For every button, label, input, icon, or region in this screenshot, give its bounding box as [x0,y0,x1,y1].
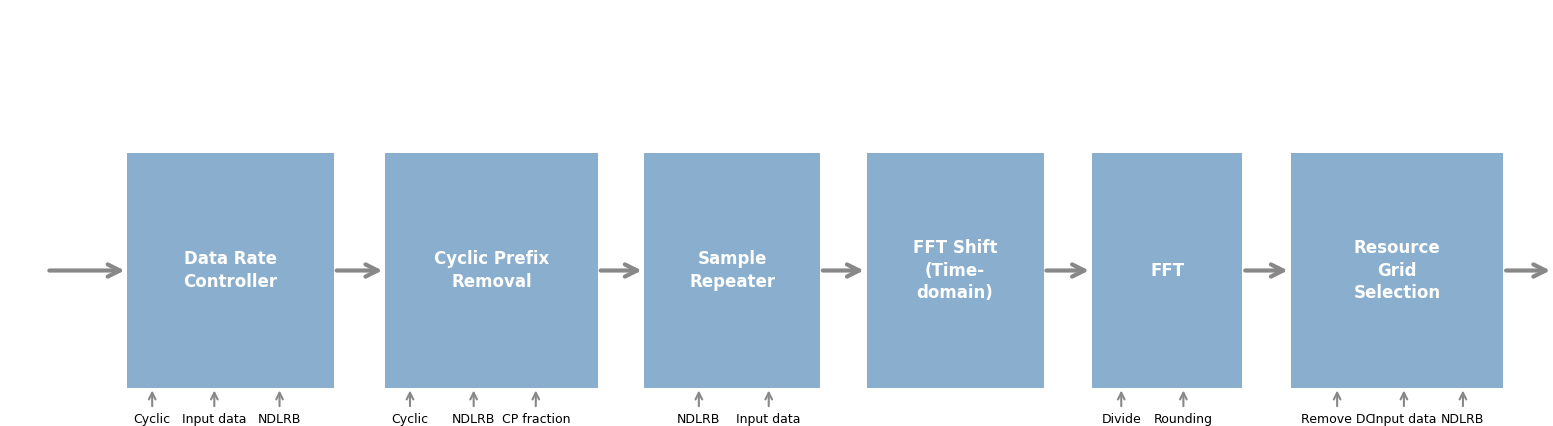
Text: CP fraction: CP fraction [502,413,570,426]
Text: Rounding
method: Rounding method [1154,413,1213,426]
Text: Resource
Grid
Selection: Resource Grid Selection [1353,239,1441,302]
FancyBboxPatch shape [385,153,598,388]
Text: Divide
butterfly
outputs by
two: Divide butterfly outputs by two [1089,413,1154,426]
Text: Input data
sample
rate: Input data sample rate [182,413,247,426]
Text: NDLRB: NDLRB [677,413,721,426]
Text: NDLRB: NDLRB [452,413,495,426]
Text: Input data
sample
rate: Input data sample rate [736,413,801,426]
Text: Data Rate
Controller: Data Rate Controller [183,250,278,291]
Text: Cyclic Prefix
Removal: Cyclic Prefix Removal [433,250,550,291]
FancyBboxPatch shape [1092,153,1242,388]
Text: Input data
sample
rate: Input data sample rate [1371,413,1437,426]
FancyBboxPatch shape [867,153,1044,388]
Text: Cyclic
prefix
type: Cyclic prefix type [391,413,429,426]
FancyBboxPatch shape [1291,153,1503,388]
Text: NDLRB: NDLRB [1441,413,1485,426]
Text: Sample
Repeater: Sample Repeater [690,250,775,291]
Text: FFT Shift
(Time-
domain): FFT Shift (Time- domain) [913,239,997,302]
Text: FFT: FFT [1151,262,1183,279]
Text: Remove DC
Carrier: Remove DC Carrier [1300,413,1374,426]
FancyBboxPatch shape [127,153,334,388]
Text: Cyclic
prefix
type: Cyclic prefix type [134,413,171,426]
FancyBboxPatch shape [644,153,820,388]
Text: NDLRB: NDLRB [258,413,301,426]
